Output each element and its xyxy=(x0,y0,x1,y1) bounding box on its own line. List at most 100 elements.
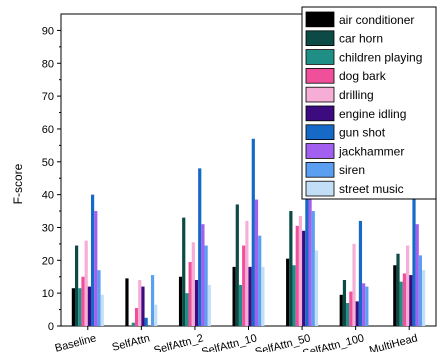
bar-dog-bark-SelfAttn_50 xyxy=(295,225,299,326)
bar-car-horn-SelfAttn_10 xyxy=(235,204,239,326)
bar-jackhammer-SelfAttn_2 xyxy=(201,224,205,326)
bar-siren-SelfAttn_2 xyxy=(204,245,208,326)
bar-car-horn-SelfAttn_2 xyxy=(182,217,186,326)
y-tick-label: 40 xyxy=(42,190,54,202)
y-tick-label: 30 xyxy=(42,222,54,234)
bar-air-conditioner-SelfAttn xyxy=(125,278,129,326)
bar-gun-shot-SelfAttn_10 xyxy=(251,138,255,326)
legend-swatch xyxy=(305,86,335,103)
bar-drilling-SelfAttn xyxy=(138,280,142,326)
legend-swatch xyxy=(305,124,335,141)
bar-gun-shot-MultiHead xyxy=(412,186,416,326)
legend-entry: siren xyxy=(339,163,365,177)
bar-children-playing-MultiHead xyxy=(399,281,403,326)
bar-jackhammer-Baseline xyxy=(94,211,98,326)
bar-car-horn-SelfAttn_50 xyxy=(289,211,293,326)
bar-street-music-SelfAttn_50 xyxy=(314,250,319,326)
bar-jackhammer-MultiHead xyxy=(415,224,419,326)
bar-drilling-MultiHead xyxy=(406,245,410,326)
bar-dog-bark-SelfAttn xyxy=(134,307,139,326)
bar-gun-shot-SelfAttn_100 xyxy=(358,220,363,326)
bar-car-horn-MultiHead xyxy=(396,253,400,326)
bar-gun-shot-Baseline xyxy=(90,194,95,326)
bar-air-conditioner-SelfAttn_10 xyxy=(232,266,236,326)
bar-drilling-SelfAttn_10 xyxy=(245,220,249,326)
legend-entry: dog bark xyxy=(339,69,387,83)
bar-siren-SelfAttn xyxy=(150,275,155,326)
x-tick-label: SelfAttn_2 xyxy=(153,332,205,352)
legend-swatch xyxy=(305,30,335,46)
bar-engine-idling-MultiHead xyxy=(409,275,413,326)
bar-street-music-SelfAttn_2 xyxy=(207,284,211,326)
bar-jackhammer-SelfAttn_50 xyxy=(308,158,312,326)
y-tick-label: 60 xyxy=(42,124,54,136)
bar-siren-SelfAttn_50 xyxy=(311,211,315,326)
bar-dog-bark-SelfAttn_2 xyxy=(188,261,192,326)
bar-siren-SelfAttn_10 xyxy=(258,235,262,326)
bar-engine-idling-SelfAttn_10 xyxy=(248,266,252,326)
legend-swatch xyxy=(305,68,335,84)
y-tick-label: 50 xyxy=(42,157,54,169)
bar-street-music-Baseline xyxy=(100,294,104,326)
bar-jackhammer-SelfAttn_100 xyxy=(362,283,366,326)
legend-entry: children playing xyxy=(339,50,422,64)
bar-gun-shot-SelfAttn xyxy=(144,317,148,326)
bar-drilling-SelfAttn_50 xyxy=(298,215,303,326)
bar-air-conditioner-SelfAttn_2 xyxy=(178,276,183,326)
x-tick-label: SelfAttn_10 xyxy=(200,332,258,352)
legend-entry: car horn xyxy=(339,32,383,46)
bar-children-playing-SelfAttn_50 xyxy=(292,265,296,326)
legend-swatch xyxy=(305,161,335,178)
bar-gun-shot-SelfAttn_2 xyxy=(198,168,202,326)
legend-swatch xyxy=(305,11,335,28)
bar-siren-Baseline xyxy=(97,270,101,326)
bar-dog-bark-MultiHead xyxy=(402,273,407,326)
bar-street-music-SelfAttn_10 xyxy=(261,266,265,326)
legend: air conditioner car horn children playing d… xyxy=(301,6,437,200)
legend-swatch xyxy=(305,143,335,159)
bar-children-playing-SelfAttn xyxy=(131,322,135,326)
bar-air-conditioner-SelfAttn_50 xyxy=(286,258,290,326)
bar-jackhammer-SelfAttn_10 xyxy=(254,199,259,326)
bar-drilling-SelfAttn_2 xyxy=(191,242,195,326)
bar-street-music-SelfAttn xyxy=(154,304,158,326)
legend-swatch xyxy=(305,49,335,65)
bar-children-playing-SelfAttn_100 xyxy=(346,303,350,326)
bars xyxy=(71,110,426,326)
y-tick-label: 90 xyxy=(42,25,54,37)
legend-entry: engine idling xyxy=(339,107,406,121)
bar-dog-bark-Baseline xyxy=(81,276,85,326)
y-tick-label: 0 xyxy=(48,321,54,333)
bar-children-playing-SelfAttn_10 xyxy=(238,284,243,326)
legend-entry: jackhammer xyxy=(338,144,404,158)
bar-air-conditioner-MultiHead xyxy=(393,265,397,326)
legend-swatch xyxy=(305,180,335,197)
bar-siren-SelfAttn_100 xyxy=(365,286,369,326)
y-tick-label: 10 xyxy=(42,288,54,300)
bar-dog-bark-SelfAttn_100 xyxy=(349,291,353,326)
legend-entry: air conditioner xyxy=(339,13,414,27)
legend-swatch xyxy=(305,105,335,122)
y-axis-label: F-score xyxy=(11,163,25,204)
bar-street-music-MultiHead xyxy=(422,270,426,326)
bar-drilling-Baseline xyxy=(84,240,88,326)
bar-car-horn-SelfAttn_100 xyxy=(342,280,347,326)
y-tick-label: 20 xyxy=(42,255,54,267)
x-tick-label: SelfAttn xyxy=(111,332,151,352)
bar-air-conditioner-SelfAttn_100 xyxy=(339,294,343,326)
y-tick-label: 80 xyxy=(42,58,54,70)
legend-entry: gun shot xyxy=(339,126,386,140)
bar-engine-idling-SelfAttn xyxy=(141,286,145,326)
bar-engine-idling-SelfAttn_100 xyxy=(355,301,359,326)
x-tick-label: Baseline xyxy=(54,332,98,352)
y-tick-label: 70 xyxy=(42,91,54,103)
bar-siren-MultiHead xyxy=(418,255,423,326)
legend-entry: drilling xyxy=(339,88,374,102)
bar-dog-bark-SelfAttn_10 xyxy=(242,245,246,326)
legend-entry: street music xyxy=(339,182,404,196)
x-tick-label: MultiHead xyxy=(368,332,419,352)
bar-children-playing-Baseline xyxy=(78,288,82,326)
bar-air-conditioner-Baseline xyxy=(71,288,75,326)
bar-engine-idling-SelfAttn_50 xyxy=(302,230,306,326)
